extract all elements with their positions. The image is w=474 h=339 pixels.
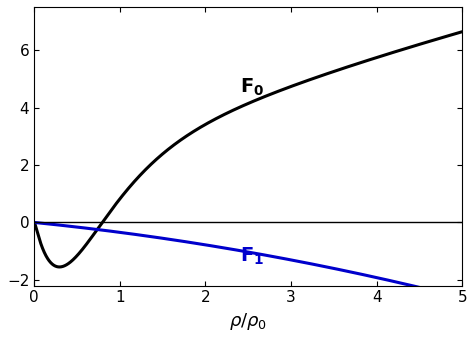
Text: $\mathbf{F_1}$: $\mathbf{F_1}$ (240, 245, 264, 266)
X-axis label: $\rho/\rho_0$: $\rho/\rho_0$ (229, 311, 267, 332)
Text: $\mathbf{F_0}$: $\mathbf{F_0}$ (240, 77, 264, 98)
